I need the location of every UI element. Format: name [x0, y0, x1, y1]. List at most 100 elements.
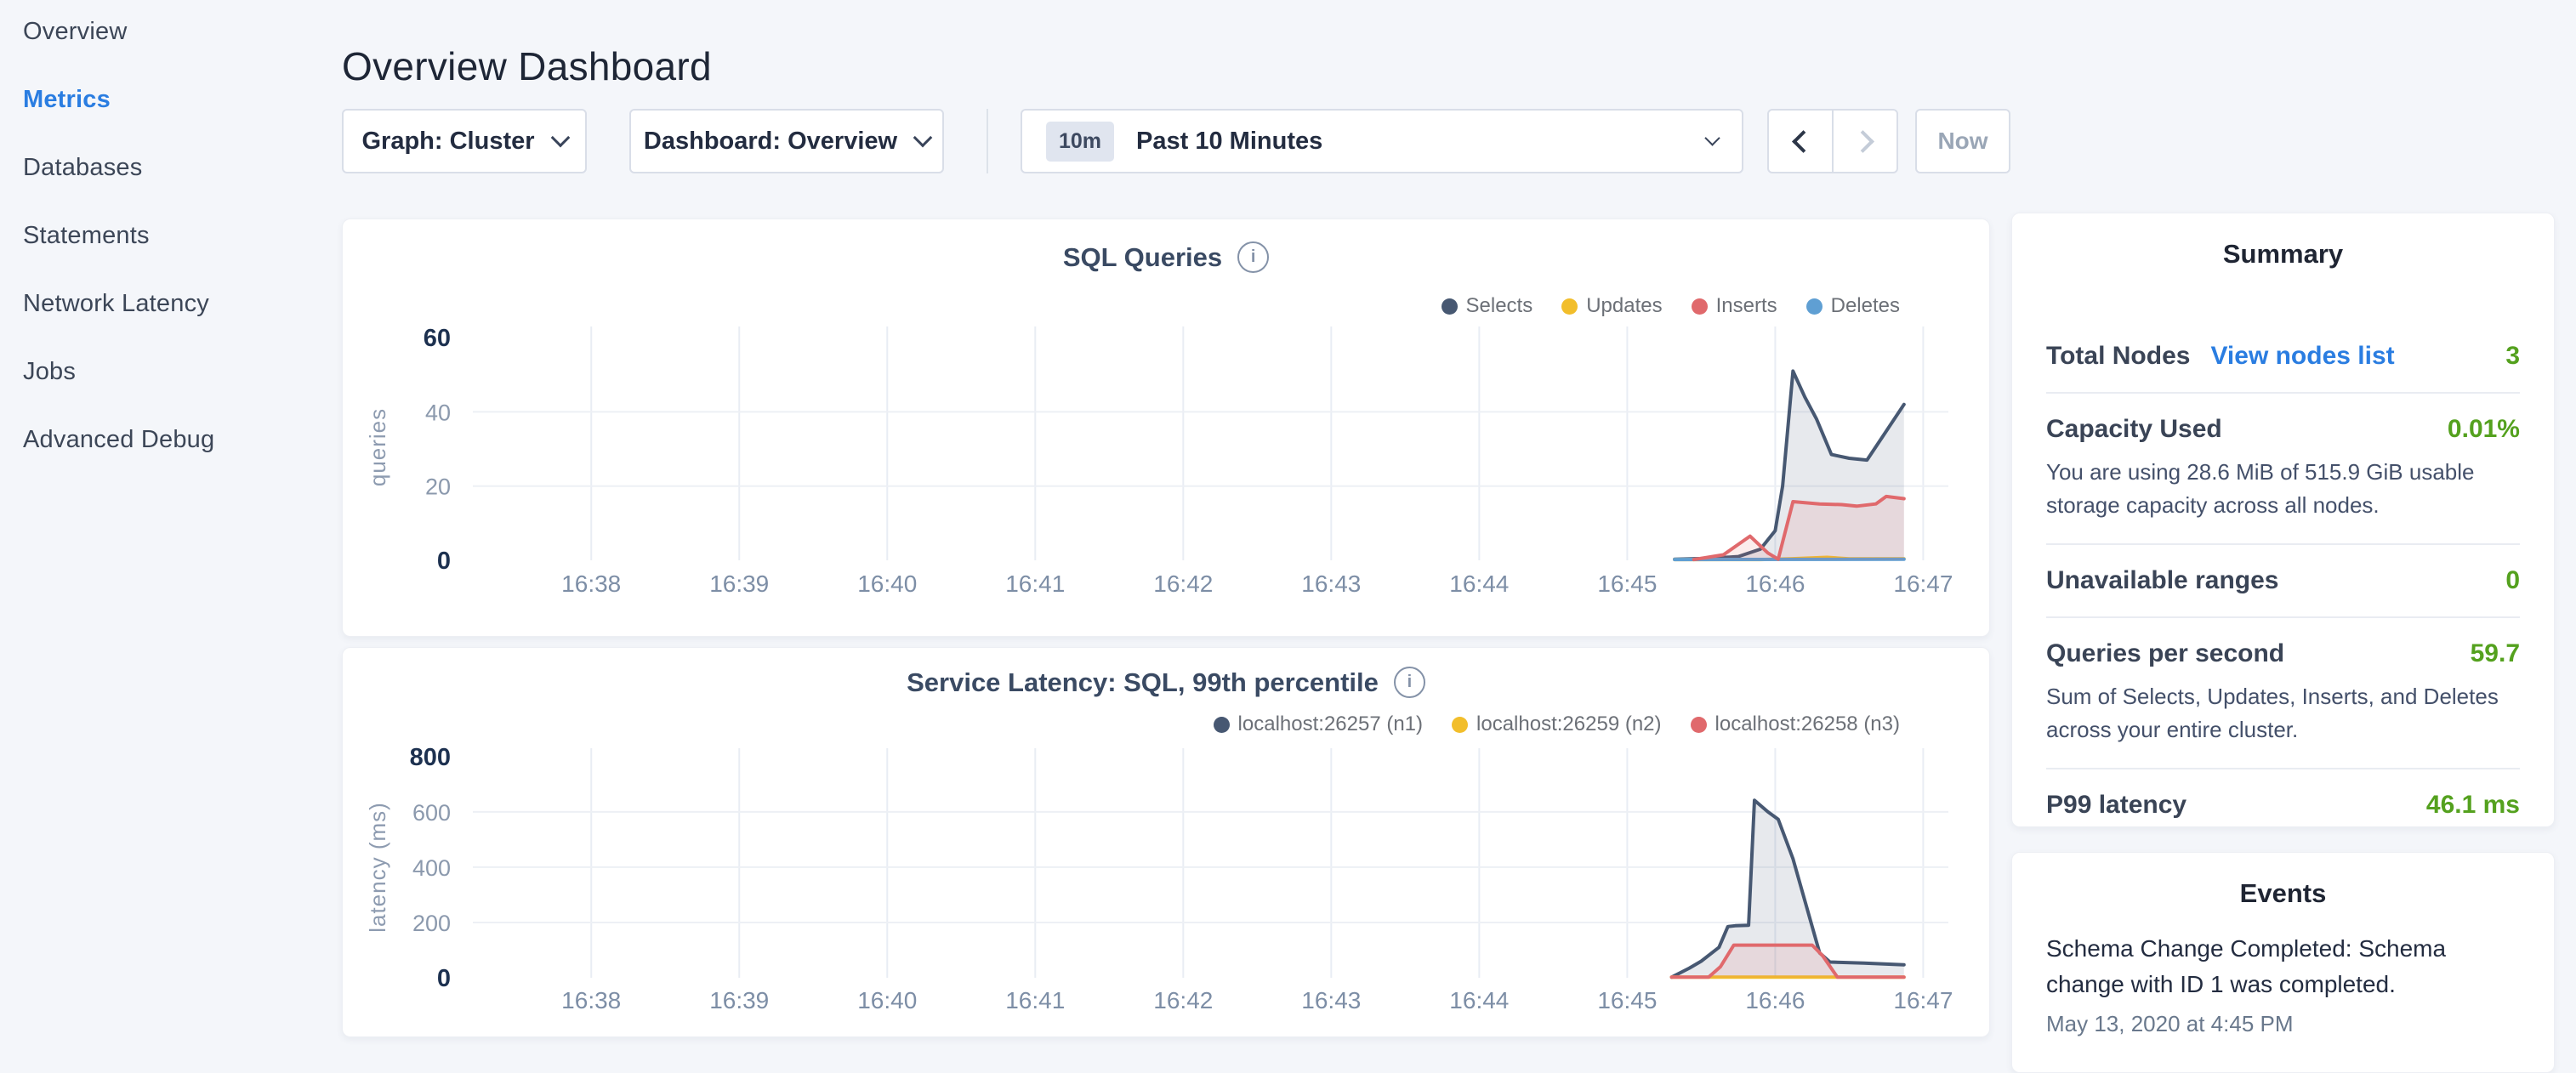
- legend-item-updates: Updates: [1561, 294, 1662, 318]
- time-range-label: Past 10 Minutes: [1136, 128, 1322, 156]
- svg-text:16:39: 16:39: [709, 571, 769, 597]
- svg-text:400: 400: [412, 855, 451, 881]
- legend-item-selects: Selects: [1442, 294, 1533, 318]
- info-icon[interactable]: i: [1394, 667, 1425, 698]
- chart-title: SQL Queries: [1063, 242, 1222, 273]
- chart-title: Service Latency: SQL, 99th percentile: [907, 667, 1379, 698]
- chevron-left-icon: [1792, 130, 1815, 153]
- summary-row-label: Total Nodes: [2046, 342, 2190, 371]
- sidebar-item-network-latency[interactable]: Network Latency: [0, 270, 340, 338]
- legend-label: Deletes: [1831, 294, 1900, 318]
- dashboard-dropdown-label: Dashboard: Overview: [644, 128, 897, 156]
- sidebar: OverviewMetricsDatabasesStatementsNetwor…: [0, 0, 340, 474]
- dashboard-dropdown[interactable]: Dashboard: Overview: [629, 109, 944, 173]
- legend-dot-icon: [1442, 298, 1458, 315]
- svg-text:16:40: 16:40: [857, 987, 917, 1013]
- chevron-down-icon: [550, 128, 570, 148]
- svg-text:200: 200: [412, 911, 451, 936]
- summary-row: Capacity Used0.01% You are using 28.6 MiB…: [2046, 394, 2520, 545]
- svg-text:16:38: 16:38: [561, 571, 621, 597]
- svg-text:16:43: 16:43: [1301, 987, 1361, 1013]
- service-latency-chart-card: Service Latency: SQL, 99th percentile i …: [342, 647, 1990, 1037]
- svg-text:16:45: 16:45: [1597, 987, 1657, 1013]
- summary-row-label: Queries per second: [2046, 639, 2284, 668]
- summary-row-description: You are using 28.6 MiB of 515.9 GiB usab…: [2046, 456, 2520, 522]
- svg-text:16:43: 16:43: [1301, 571, 1361, 597]
- svg-text:16:46: 16:46: [1745, 987, 1805, 1013]
- legend-item-deletes: Deletes: [1806, 294, 1900, 318]
- sidebar-item-advanced-debug[interactable]: Advanced Debug: [0, 406, 340, 474]
- svg-text:40: 40: [425, 400, 451, 425]
- now-button[interactable]: Now: [1915, 109, 2010, 173]
- event-message: Schema Change Completed: Schema change w…: [2046, 931, 2520, 1002]
- previous-time-window-button[interactable]: [1769, 111, 1832, 172]
- svg-text:16:40: 16:40: [857, 571, 917, 597]
- summary-row: P99 latency 46.1 ms: [2046, 769, 2520, 841]
- graph-scope-dropdown-label: Graph: Cluster: [361, 128, 534, 156]
- summary-row-link[interactable]: View nodes list: [2210, 342, 2394, 371]
- summary-panel: Summary Total Nodes View nodes list 3 Capac…: [2011, 213, 2555, 827]
- svg-text:16:41: 16:41: [1005, 987, 1065, 1013]
- svg-text:16:47: 16:47: [1893, 571, 1953, 597]
- svg-text:16:41: 16:41: [1005, 571, 1065, 597]
- sidebar-item-metrics[interactable]: Metrics: [0, 65, 340, 133]
- summary-row-head: Capacity Used0.01%: [2046, 415, 2520, 444]
- sql-queries-chart-plot[interactable]: 020406016:3816:3916:4016:4116:4216:4316:…: [343, 320, 1991, 604]
- event-item[interactable]: Schema Change Completed: Schema change w…: [2046, 931, 2520, 1037]
- service-latency-chart-plot[interactable]: 020040060080016:3816:3916:4016:4116:4216…: [343, 730, 1991, 1049]
- legend-dot-icon: [1806, 298, 1823, 315]
- summary-row-value: 46.1 ms: [2426, 791, 2520, 820]
- svg-text:600: 600: [412, 800, 451, 826]
- summary-row-head: Queries per second 59.7: [2046, 639, 2520, 668]
- legend-label: Selects: [1466, 294, 1533, 318]
- sql-queries-y-axis-title: queries: [365, 408, 390, 486]
- legend-label: Updates: [1586, 294, 1662, 318]
- summary-row-value: 3: [2505, 342, 2520, 371]
- graph-scope-dropdown[interactable]: Graph: Cluster: [342, 109, 587, 173]
- summary-row-head: Total Nodes View nodes list 3: [2046, 342, 2520, 371]
- summary-row-label: Capacity Used: [2046, 415, 2222, 444]
- svg-text:0: 0: [437, 965, 451, 992]
- legend-dot-icon: [1692, 298, 1708, 315]
- summary-row-label: Unavailable ranges: [2046, 566, 2278, 595]
- summary-row: Total Nodes View nodes list 3: [2046, 321, 2520, 394]
- summary-row-value: 0: [2505, 566, 2520, 595]
- svg-text:16:44: 16:44: [1449, 571, 1509, 597]
- legend-dot-icon: [1561, 298, 1578, 315]
- sidebar-item-databases[interactable]: Databases: [0, 133, 340, 202]
- svg-text:16:45: 16:45: [1597, 571, 1657, 597]
- summary-row-head: Unavailable ranges 0: [2046, 566, 2520, 595]
- summary-row: Unavailable ranges 0: [2046, 545, 2520, 618]
- page-title: Overview Dashboard: [342, 43, 712, 89]
- svg-text:16:39: 16:39: [709, 987, 769, 1013]
- events-panel: Events Schema Change Completed: Schema c…: [2011, 852, 2555, 1073]
- sidebar-item-jobs[interactable]: Jobs: [0, 338, 340, 406]
- summary-row-label: P99 latency: [2046, 791, 2186, 820]
- svg-text:16:44: 16:44: [1449, 987, 1509, 1013]
- summary-row: Queries per second59.7Sum of Selects, Up…: [2046, 618, 2520, 769]
- time-range-dropdown[interactable]: 10m Past 10 Minutes: [1021, 109, 1743, 173]
- chevron-right-icon: [1851, 130, 1874, 153]
- svg-text:20: 20: [425, 474, 451, 500]
- svg-text:16:47: 16:47: [1893, 987, 1953, 1013]
- sql-queries-chart-card: SQL Queries i Selects Updates Inserts Delet…: [342, 219, 1990, 637]
- sidebar-item-overview[interactable]: Overview: [0, 0, 340, 65]
- info-icon[interactable]: i: [1237, 241, 1269, 273]
- legend-item-inserts: Inserts: [1692, 294, 1777, 318]
- service-latency-y-axis-title: latency (ms): [365, 802, 390, 933]
- legend-label: Inserts: [1716, 294, 1777, 318]
- controls-divider: [987, 109, 988, 173]
- sidebar-item-statements[interactable]: Statements: [0, 202, 340, 270]
- next-time-window-button[interactable]: [1832, 111, 1896, 172]
- svg-text:0: 0: [437, 548, 451, 575]
- chevron-down-icon: [1704, 130, 1720, 145]
- svg-text:16:42: 16:42: [1153, 571, 1213, 597]
- svg-text:800: 800: [410, 744, 451, 771]
- chevron-down-icon: [913, 128, 933, 148]
- svg-text:16:38: 16:38: [561, 987, 621, 1013]
- summary-row-value: 59.7: [2471, 639, 2520, 668]
- summary-title: Summary: [2012, 213, 2554, 270]
- chart-legend: Selects Updates Inserts Deletes: [1442, 294, 1901, 318]
- chart-title-row: SQL Queries i: [343, 241, 1989, 273]
- time-window-pager: [1767, 109, 1898, 173]
